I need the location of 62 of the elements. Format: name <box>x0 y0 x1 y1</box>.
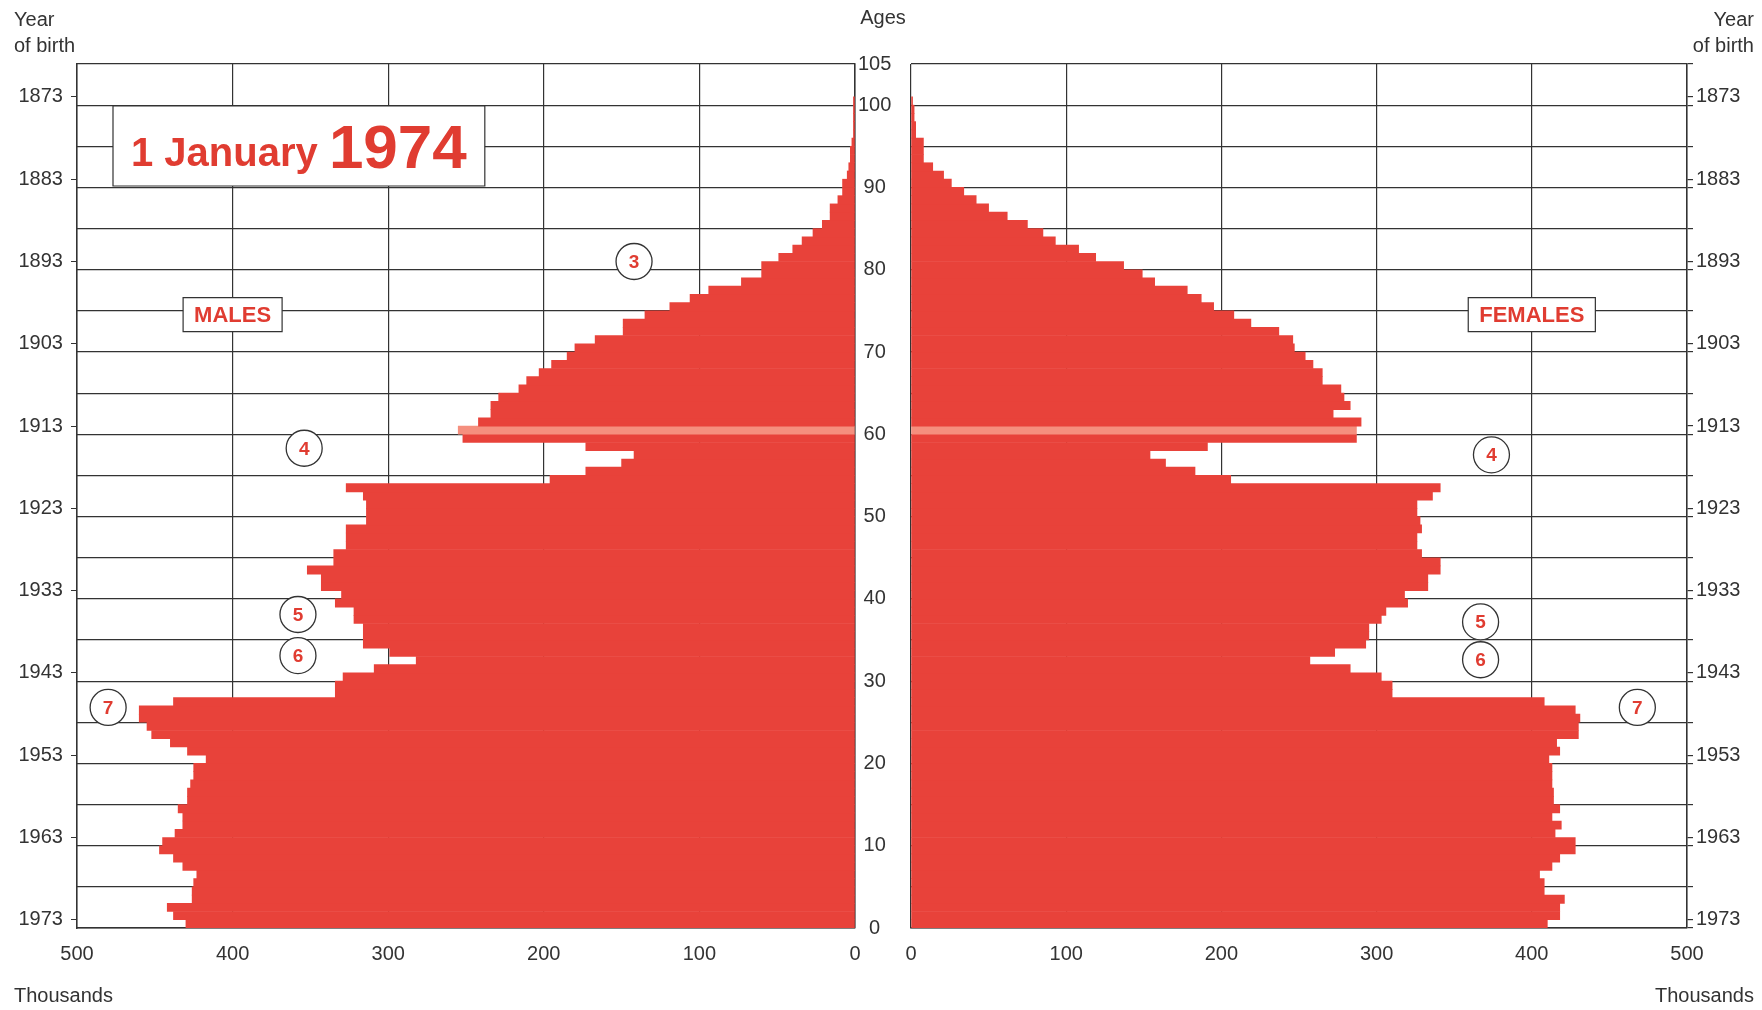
y-tick-label: 60 <box>863 421 886 444</box>
y-tick-label: 30 <box>863 668 886 691</box>
x-axis-title: Thousands <box>1655 984 1754 1006</box>
y-tick-label: 1933 <box>1696 578 1741 601</box>
annotation: 3 <box>628 250 640 272</box>
y2-tick-label: 1933 <box>18 578 63 601</box>
y-tick-label: 1923 <box>1696 495 1741 518</box>
text: MALES <box>194 301 272 327</box>
y-tick-label: 50 <box>863 504 886 527</box>
x-tick-label: 500 <box>1670 941 1704 964</box>
y-tick-label: 90 <box>863 174 886 197</box>
y-tick-label: 1903 <box>1696 331 1741 354</box>
y-tick-label: 80 <box>863 257 886 280</box>
y-tick-label: 40 <box>863 586 886 609</box>
x-tick-label: 300 <box>371 941 405 964</box>
x-tick-label: 300 <box>1359 941 1394 964</box>
x-tick-label: 0 <box>905 941 917 964</box>
y2-tick-label: 1973 <box>18 907 63 930</box>
annotation: 5 <box>1475 611 1487 633</box>
y2-axis-title: Year of birth <box>14 8 76 56</box>
annotation: 7 <box>1632 696 1643 718</box>
y2-tick-label: 1963 <box>18 825 63 847</box>
x-axis-title: Thousands <box>14 984 113 1006</box>
y-tick-label: 105 <box>858 51 892 74</box>
y2-tick-label: 1943 <box>18 660 63 683</box>
y-tick-label: 1873 <box>1696 84 1741 107</box>
y-axis-title: Year of birth <box>1692 8 1755 56</box>
y-tick-label: 1943 <box>1696 660 1741 683</box>
y-tick-label: 1913 <box>1696 413 1741 436</box>
annotation: 4 <box>298 437 310 459</box>
y-tick-label: 0 <box>869 915 881 938</box>
text: FEMALES <box>1479 301 1585 327</box>
y-tick-label: 1963 <box>1696 825 1741 847</box>
y-tick-label: 10 <box>863 833 886 856</box>
y2-tick-label: 1893 <box>18 249 63 271</box>
y2-tick-label: 1953 <box>18 742 63 765</box>
y2-tick-label: 1923 <box>18 495 63 518</box>
x-tick-label: 400 <box>1515 941 1549 964</box>
y-tick-label: 1883 <box>1696 166 1741 189</box>
x-tick-label: 200 <box>1204 941 1239 964</box>
y2-tick-label: 1873 <box>18 84 63 107</box>
y-axis-title: Ages <box>860 6 906 28</box>
y-tick-label: 100 <box>858 92 892 115</box>
annotation: 7 <box>102 696 114 718</box>
y-tick-label: 70 <box>863 339 886 362</box>
y-tick-label: 1953 <box>1696 742 1741 765</box>
y2-tick-label: 1913 <box>18 413 63 436</box>
annotation: 6 <box>292 644 304 666</box>
annotation: 4 <box>1486 444 1498 466</box>
y-tick-label: 20 <box>863 750 886 773</box>
y2-tick-label: 1903 <box>18 331 63 354</box>
x-tick-label: 500 <box>60 941 94 964</box>
x-tick-label: 400 <box>215 941 250 964</box>
y2-tick-label: 1883 <box>18 166 63 189</box>
text: 1 January 1974 <box>131 112 468 181</box>
annotation: 6 <box>1475 648 1486 670</box>
y-tick-label: 1973 <box>1696 907 1741 930</box>
x-tick-label: 100 <box>682 941 717 964</box>
x-tick-label: 100 <box>1049 941 1083 964</box>
x-tick-label: 200 <box>527 941 561 964</box>
annotation: 5 <box>292 603 304 625</box>
y-tick-label: 1893 <box>1696 249 1741 271</box>
